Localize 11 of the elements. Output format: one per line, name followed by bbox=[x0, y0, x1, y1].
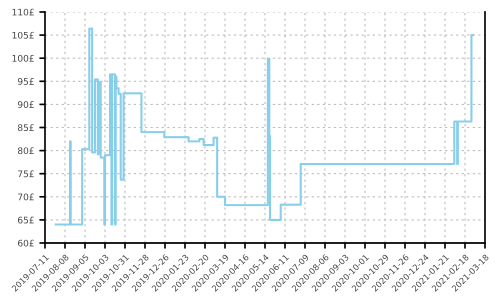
y-tick-label: 80£ bbox=[18, 147, 34, 154]
y-tick-label: 70£ bbox=[18, 194, 34, 200]
y-tick-label: 110£ bbox=[12, 8, 34, 16]
y-tick-label: 75£ bbox=[18, 170, 34, 178]
y-tick-label: 60£ bbox=[18, 240, 34, 247]
y-tick-label: 65£ bbox=[18, 216, 34, 224]
y-tick-label: 90£ bbox=[18, 101, 34, 108]
y-tick-label: 85£ bbox=[18, 124, 34, 132]
y-tick-label: 95£ bbox=[18, 78, 34, 85]
y-tick-label: 105£ bbox=[12, 32, 34, 39]
y-tick-label: 100£ bbox=[12, 54, 34, 62]
